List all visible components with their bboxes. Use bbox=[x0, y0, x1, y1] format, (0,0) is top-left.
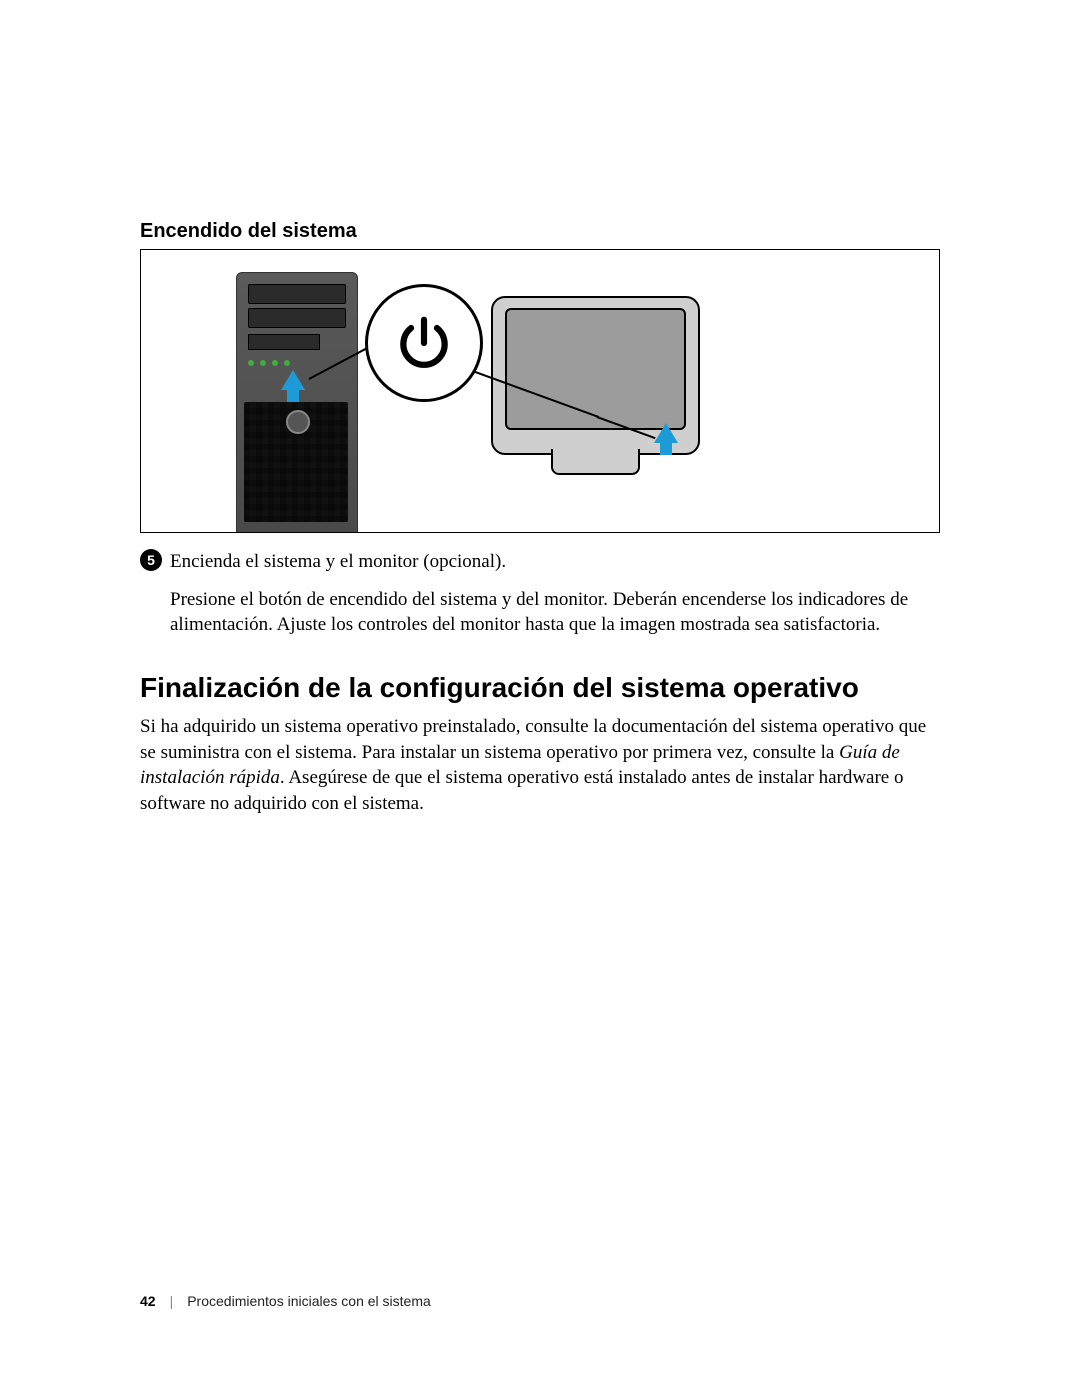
power-icon bbox=[393, 312, 455, 374]
page-number: 42 bbox=[140, 1293, 156, 1309]
monitor-stand bbox=[551, 449, 640, 475]
power-icon-callout bbox=[365, 284, 483, 402]
section-label: Encendido del sistema bbox=[140, 220, 940, 243]
page-footer: 42 | Procedimientos iniciales con el sis… bbox=[140, 1293, 431, 1309]
body-paragraph: Si ha adquirido un sistema operativo pre… bbox=[140, 714, 940, 817]
step-number-badge: 5 bbox=[140, 549, 170, 571]
step-followup-text: Presione el botón de encendido del siste… bbox=[170, 587, 940, 638]
footer-title: Procedimientos iniciales con el sistema bbox=[187, 1293, 431, 1309]
pointer-arrow-icon bbox=[281, 370, 305, 390]
step-item: 5 Encienda el sistema y el monitor (opci… bbox=[140, 549, 940, 575]
body-text-pre: Si ha adquirido un sistema operativo pre… bbox=[140, 716, 926, 763]
brand-badge bbox=[286, 410, 310, 434]
figure-illustration bbox=[140, 249, 940, 533]
optical-bay bbox=[248, 284, 346, 304]
monitor-screen bbox=[505, 308, 686, 430]
optical-bay bbox=[248, 308, 346, 328]
floppy-bay bbox=[248, 334, 320, 350]
step-number: 5 bbox=[140, 549, 162, 571]
document-page: Encendido del sistema bbox=[0, 0, 1080, 1397]
section-heading: Finalización de la configuración del sis… bbox=[140, 672, 940, 704]
pointer-arrow-icon bbox=[654, 423, 678, 443]
footer-separator: | bbox=[170, 1293, 174, 1309]
step-text: Encienda el sistema y el monitor (opcion… bbox=[170, 549, 940, 575]
